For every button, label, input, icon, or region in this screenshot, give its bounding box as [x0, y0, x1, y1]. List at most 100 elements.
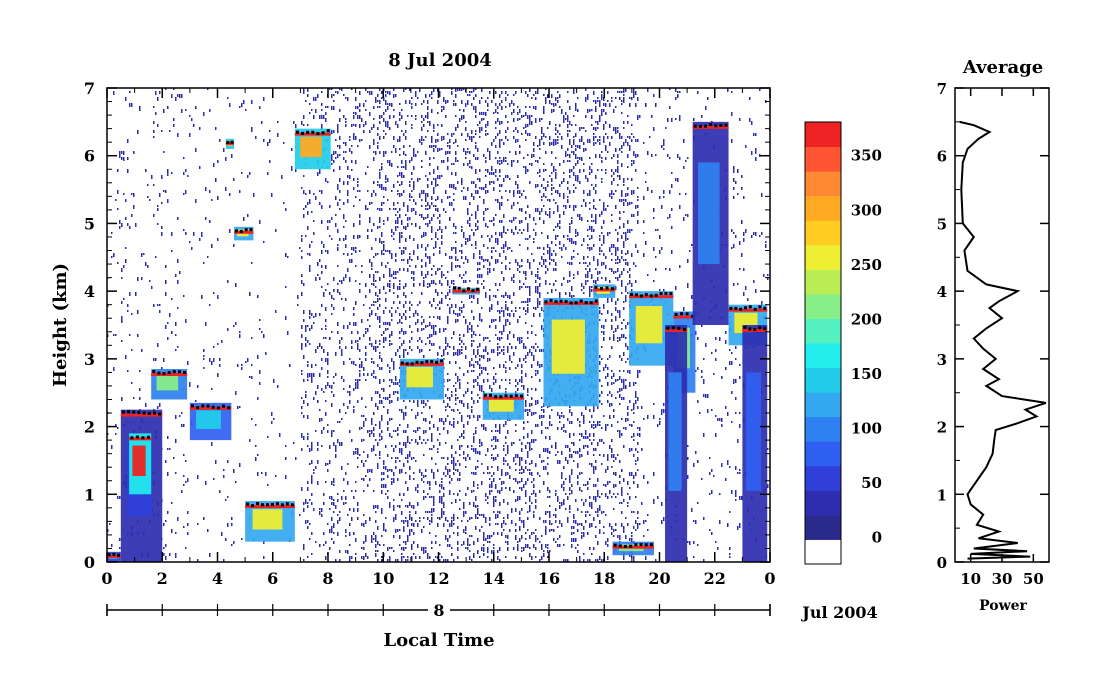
- noise-cell: [543, 409, 545, 413]
- noise-cell: [353, 136, 355, 140]
- noise-cell: [555, 262, 557, 266]
- noise-cell: [339, 559, 341, 562]
- noise-cell: [411, 178, 413, 180]
- noise-cell: [461, 346, 463, 348]
- noise-cell: [435, 325, 437, 327]
- noise-cell: [321, 271, 323, 274]
- noise-cell: [441, 301, 443, 304]
- noise-cell: [453, 457, 455, 461]
- noise-cell: [501, 247, 503, 249]
- noise-cell: [575, 163, 577, 166]
- noise-cell: [329, 292, 331, 295]
- noise-cell: [495, 430, 497, 432]
- noise-cell: [555, 124, 557, 126]
- noise-cell: [463, 109, 465, 112]
- noise-cell: [517, 232, 519, 234]
- noise-cell: [321, 328, 323, 330]
- noise-cell: [537, 274, 539, 277]
- noise-cell: [519, 109, 521, 113]
- noise-cell: [471, 334, 473, 338]
- noise-cell: [577, 232, 579, 236]
- noise-cell: [597, 127, 599, 129]
- noise-cell: [603, 253, 605, 256]
- noise-cell: [575, 232, 577, 234]
- noise-cell: [507, 541, 509, 545]
- noise-cell: [521, 442, 523, 445]
- noise-cell: [447, 316, 449, 319]
- noise-cell: [383, 346, 385, 348]
- noise-cell: [461, 544, 463, 546]
- noise-cell: [599, 520, 601, 524]
- noise-cell: [535, 121, 537, 123]
- noise-cell: [543, 133, 545, 137]
- noise-cell: [383, 379, 385, 382]
- noise-cell: [471, 193, 473, 197]
- noise-cell: [387, 199, 389, 201]
- noise-cell: [599, 238, 601, 241]
- noise-cell: [375, 97, 377, 101]
- noise-cell: [519, 145, 521, 148]
- noise-cell: [607, 232, 609, 236]
- noise-cell: [391, 343, 393, 345]
- noise-cell: [213, 478, 215, 480]
- noise-cell: [437, 166, 439, 170]
- noise-cell: [567, 262, 569, 264]
- noise-cell: [537, 304, 539, 308]
- noise-cell: [411, 223, 413, 225]
- noise-cell: [577, 451, 579, 454]
- noise-cell: [411, 97, 413, 99]
- noise-cell: [463, 316, 465, 318]
- noise-cell: [567, 496, 569, 500]
- noise-cell: [331, 517, 333, 521]
- noise-cell: [369, 343, 371, 345]
- noise-cell: [507, 139, 509, 141]
- noise-cell: [493, 544, 495, 546]
- noise-cell: [583, 262, 585, 264]
- noise-cell: [411, 505, 413, 508]
- noise-cell: [473, 436, 475, 439]
- noise-cell: [397, 286, 399, 290]
- noise-cell: [379, 454, 381, 456]
- noise-cell: [321, 445, 323, 447]
- noise-cell: [321, 205, 323, 209]
- noise-cell: [523, 190, 525, 192]
- noise-cell: [349, 280, 351, 282]
- noise-cell: [467, 151, 469, 153]
- noise-cell: [409, 325, 411, 328]
- noise-cell: [569, 487, 571, 491]
- noise-cell: [401, 343, 403, 346]
- noise-cell: [331, 313, 333, 315]
- noise-cell: [425, 547, 427, 549]
- noise-cell: [471, 490, 473, 493]
- noise-cell: [459, 454, 461, 456]
- noise-cell: [307, 520, 309, 523]
- noise-cell: [377, 463, 379, 467]
- noise-cell: [415, 322, 417, 325]
- noise-cell: [569, 508, 571, 510]
- noise-cell: [487, 103, 489, 107]
- noise-cell: [383, 463, 385, 465]
- noise-cell: [455, 241, 457, 243]
- noise-cell: [379, 319, 381, 323]
- noise-cell: [471, 328, 473, 332]
- noise-cell: [427, 493, 429, 495]
- noise-cell: [131, 349, 133, 351]
- noise-cell: [603, 103, 605, 106]
- noise-cell: [519, 265, 521, 268]
- noise-cell: [391, 457, 393, 459]
- noise-cell: [503, 346, 505, 348]
- noise-cell: [413, 187, 415, 190]
- noise-cell: [607, 373, 609, 377]
- noise-cell: [321, 367, 323, 370]
- noise-cell: [221, 532, 223, 536]
- noise-cell: [519, 340, 521, 344]
- noise-cell: [595, 217, 597, 220]
- noise-cell: [555, 520, 557, 523]
- noise-cell: [613, 172, 615, 175]
- noise-cell: [451, 91, 453, 95]
- noise-cell: [465, 157, 467, 159]
- noise-cell: [453, 247, 455, 249]
- noise-cell: [465, 151, 467, 155]
- noise-cell: [601, 358, 603, 360]
- noise-cell: [473, 181, 475, 184]
